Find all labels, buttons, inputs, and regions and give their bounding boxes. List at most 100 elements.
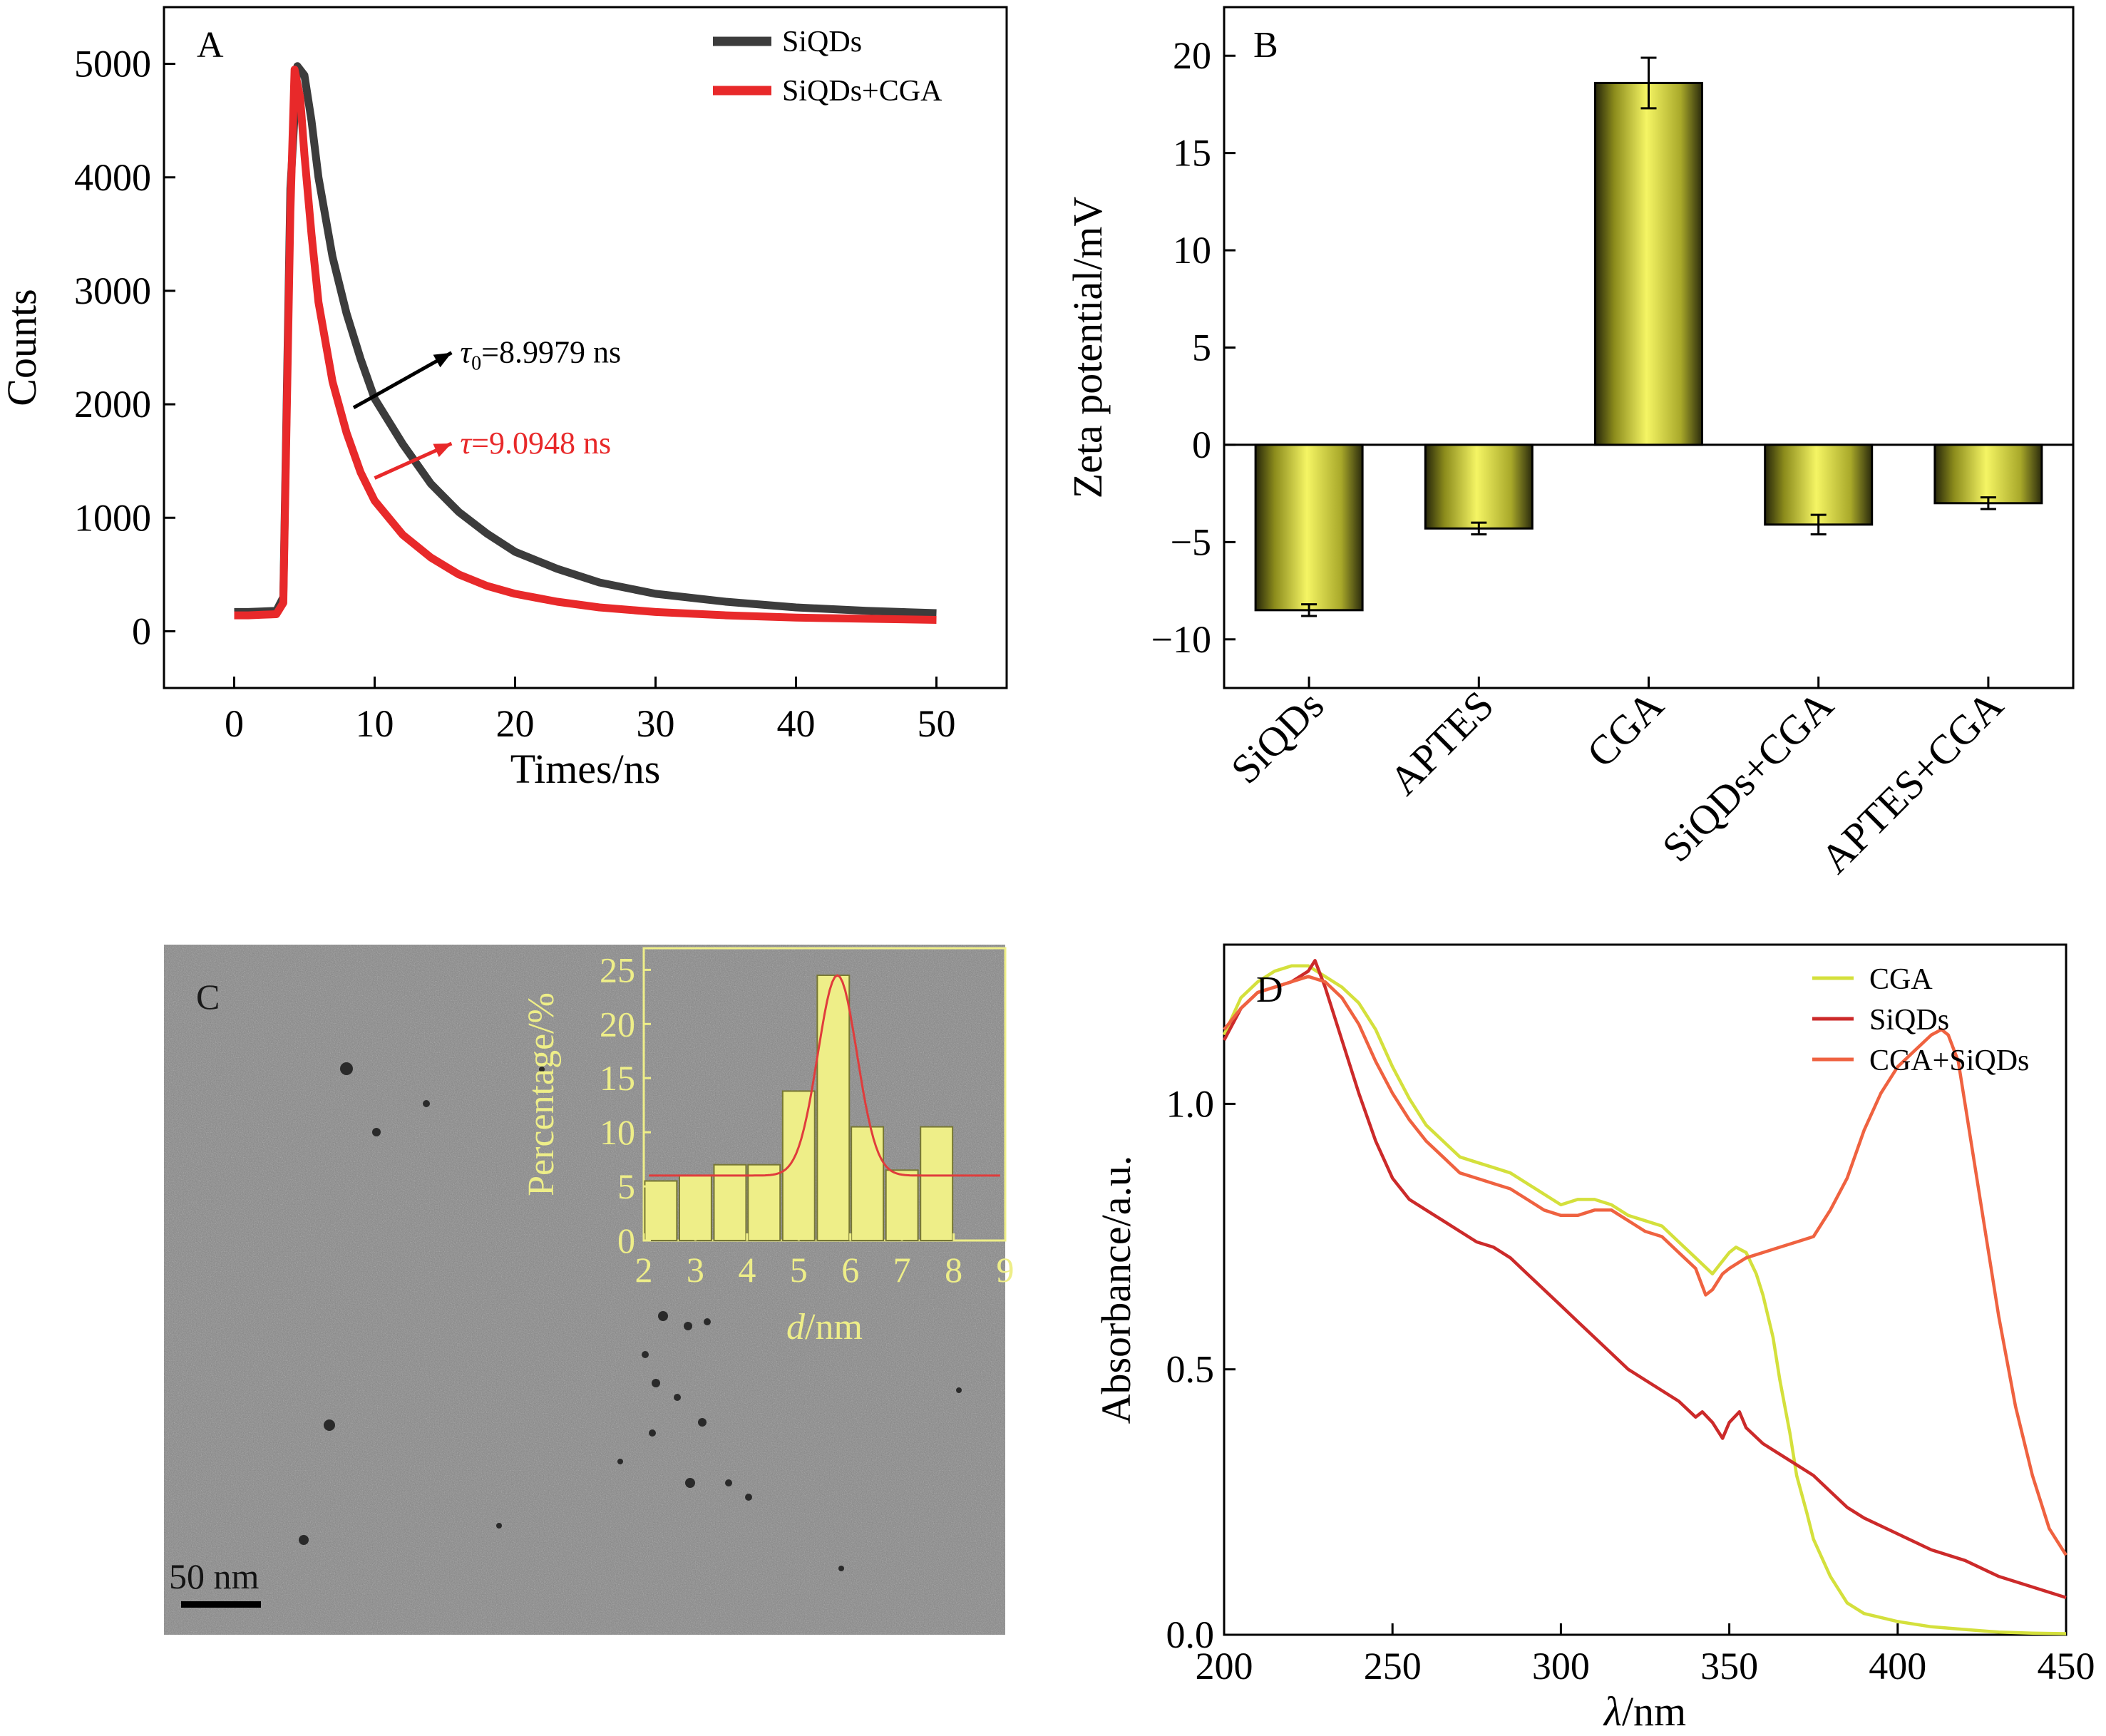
x-tick-label: 30 (637, 702, 675, 745)
category-label: SiQDs+CGA (1653, 682, 1842, 870)
y-tick-label: 15 (1173, 132, 1211, 175)
panel-d-frame (1223, 943, 2068, 1636)
nanoparticle-dot (725, 1479, 732, 1486)
scale-bar (181, 1601, 261, 1608)
y-tick-label: 0 (617, 1221, 635, 1260)
bar-siqds (1254, 443, 1364, 612)
y-tick-label: 3000 (74, 269, 151, 312)
y-tick-label: 25 (600, 950, 635, 990)
histogram-bar (885, 1169, 919, 1241)
y-tick-label: 5000 (74, 43, 151, 86)
gaussian-fit-line (649, 974, 1000, 1177)
x-tick-label: 40 (777, 702, 816, 745)
series-line-cga-siqds (1223, 975, 2068, 1556)
histogram-bar (781, 1090, 816, 1242)
histogram-bar (816, 974, 851, 1242)
y-tick-label: −5 (1171, 520, 1211, 563)
y-tick-label: 5 (1192, 327, 1211, 369)
x-axis-title-symbol: λ (1603, 1688, 1622, 1735)
nanoparticle-dot (684, 1322, 692, 1330)
y-tick-label: −10 (1151, 618, 1211, 661)
x-axis-title-unit: /nm (805, 1307, 863, 1347)
x-tick-label: 9 (997, 1250, 1015, 1290)
panel-c-label: C (196, 977, 220, 1017)
x-axis-title-unit: /nm (1622, 1688, 1686, 1735)
annotation-text: τ=9.0948 ns (460, 426, 611, 461)
histogram-bar (851, 1126, 885, 1241)
legend-label: CGA (1869, 963, 1933, 996)
nanoparticle-dot (299, 1535, 309, 1545)
annotation-arrow-line (352, 351, 453, 410)
x-axis-title: Times/ns (510, 746, 661, 792)
x-tick-label: 450 (2038, 1645, 2095, 1688)
y-axis-title: Counts (0, 289, 45, 406)
x-tick-label: 300 (1532, 1645, 1590, 1688)
x-tick-label: 7 (893, 1250, 911, 1290)
y-tick-label: 0 (132, 610, 151, 652)
nanoparticle-dot (685, 1478, 695, 1488)
nanoparticle-dot (617, 1459, 623, 1464)
bar-aptes-cga (1933, 443, 2043, 505)
annotation-arrow-head (433, 443, 452, 458)
tau-symbol: τ (460, 426, 473, 461)
nanoparticle-dot (704, 1318, 711, 1325)
panel-d-absorbance-chart: 200 250 300 350 400 450 0.0 0.5 1.0 λ/nm Absorbanc… (1093, 943, 2095, 1735)
legend-label: CGA+SiQDs (1869, 1044, 2029, 1077)
panel-d-label: D (1256, 970, 1283, 1010)
y-axis-title: Percentage/% (521, 992, 562, 1196)
y-tick-label: 20 (1173, 34, 1211, 77)
series-line-siqds-cga (234, 66, 937, 624)
y-tick-label: 0.5 (1166, 1348, 1215, 1391)
y-tick-label: 10 (600, 1112, 635, 1152)
x-tick-label: 20 (496, 702, 535, 745)
y-tick-label: 2000 (74, 383, 151, 426)
nanoparticle-dot (372, 1128, 381, 1136)
histogram-bar (747, 1164, 781, 1242)
panel-b-zeta-bar-chart: −10 −5 0 5 10 15 20 SiQDs APTES CGASiQDs+CGAAPTES… (1064, 6, 2075, 882)
nanoparticle-dot (652, 1379, 660, 1387)
series-line-siqds (1223, 959, 2067, 1600)
y-tick-label: 0 (1192, 423, 1211, 466)
tau-symbol: τ (460, 335, 473, 370)
y-tick-label: 1.0 (1166, 1082, 1215, 1125)
x-tick-label: 5 (790, 1250, 808, 1290)
x-tick-label: 6 (841, 1250, 859, 1290)
nanoparticle-dot (340, 1062, 353, 1075)
y-tick-label: 5 (617, 1166, 635, 1206)
nanoparticle-dot (956, 1387, 962, 1393)
y-tick-label: 0.0 (1166, 1613, 1215, 1656)
panel-c-tem-image: C 50 nm 2 3 4 5 6 7 8 90510152025d/nmPercentage… (164, 945, 1015, 1635)
x-tick-label: 3 (687, 1250, 704, 1290)
histogram-bar (678, 1174, 712, 1242)
annotation-value: =9.0948 ns (471, 426, 611, 461)
histogram-bar (713, 1164, 747, 1242)
x-tick-label: 4 (738, 1250, 756, 1290)
category-label: SiQDs (1222, 682, 1332, 792)
tem-grain (164, 945, 1005, 1635)
tau-subscript: 0 (471, 353, 481, 375)
category-label: APTES+CGA (1812, 682, 2012, 882)
panel-a-label: A (197, 25, 224, 66)
y-axis-title: Zeta potential/mV (1064, 197, 1111, 499)
nanoparticle-dot (539, 1067, 545, 1072)
panel-a-decay-chart: 0 10 20 30 40 50 0 1000 2000 3000 4000 5000 Times/ns… (0, 6, 1008, 792)
x-tick-label: 8 (945, 1250, 962, 1290)
y-tick-label: 1000 (74, 496, 151, 539)
nanoparticle-dot (324, 1419, 335, 1431)
legend-label: SiQDs+CGA (782, 75, 942, 108)
nanoparticle-dot (745, 1494, 752, 1501)
x-tick-label: 50 (918, 702, 956, 745)
y-tick-label: 10 (1173, 229, 1211, 272)
y-axis-title: Absorbance/a.u. (1093, 1156, 1139, 1424)
bar-aptes (1424, 443, 1534, 530)
nanoparticle-dot (423, 1100, 430, 1107)
nanoparticle-dot (649, 1429, 656, 1437)
nanoparticle-dot (838, 1566, 844, 1571)
category-label: CGA (1578, 682, 1673, 776)
x-tick-label: 250 (1364, 1645, 1422, 1688)
y-tick-label: 4000 (74, 156, 151, 199)
series-line-cga (1222, 964, 2067, 1635)
x-tick-label: 2 (635, 1250, 653, 1290)
histogram-bar (644, 1180, 678, 1241)
